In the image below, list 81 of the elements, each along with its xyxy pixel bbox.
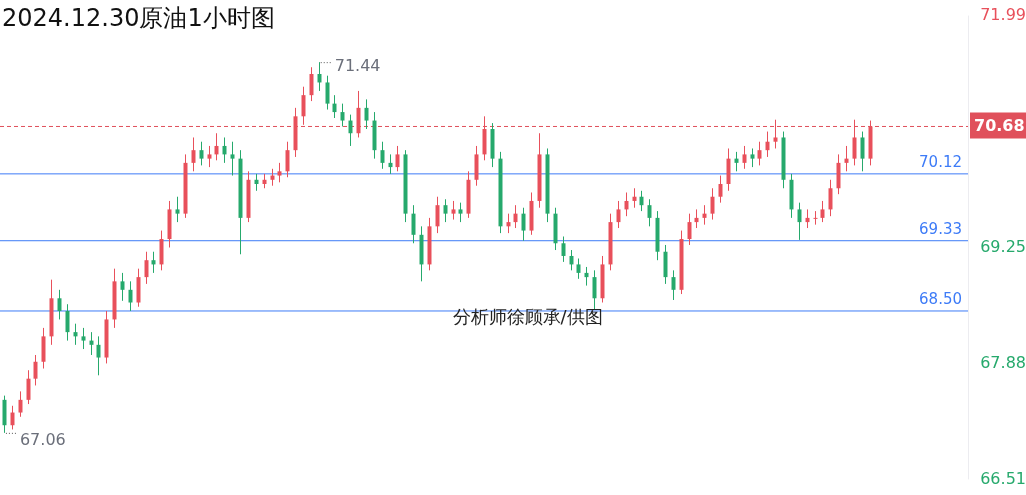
candlestick <box>222 136 227 164</box>
candlestick <box>435 196 440 234</box>
candlestick <box>569 249 574 271</box>
candlestick <box>797 202 802 241</box>
candlestick <box>96 335 101 376</box>
candlestick <box>458 202 463 223</box>
candlestick <box>411 204 416 244</box>
candlestick <box>734 151 739 172</box>
y-tick-label: 71.99 <box>980 4 1026 24</box>
candlestick <box>521 207 526 242</box>
candlestick <box>199 141 204 166</box>
candlestick <box>718 175 723 204</box>
candlestick <box>576 258 581 280</box>
candlestick <box>765 131 770 158</box>
candlestick <box>710 187 715 221</box>
candlestick <box>73 323 78 346</box>
candlestick <box>592 269 597 310</box>
candlestick <box>151 251 156 274</box>
candlestick <box>26 369 31 405</box>
candlestick <box>214 132 219 161</box>
annotation: 71.44 <box>334 56 381 76</box>
candlestick <box>230 141 235 177</box>
ref-line-label: 70.12 <box>919 153 962 172</box>
candlestick <box>702 204 707 226</box>
candlestick <box>506 213 511 234</box>
candlestick <box>120 272 125 302</box>
candlestick <box>671 269 676 301</box>
candlestick <box>639 190 644 212</box>
y-tick-label: 69.25 <box>980 236 1026 256</box>
candlestick <box>285 141 290 178</box>
candlestick <box>89 331 94 356</box>
candlestick <box>624 191 629 217</box>
candlestick <box>81 327 86 350</box>
candlestick <box>820 200 825 223</box>
candlestick <box>325 75 330 111</box>
candlestick <box>175 196 180 223</box>
candlestick <box>616 200 621 229</box>
candlestick <box>584 266 589 287</box>
ref-line-label: 69.33 <box>919 220 962 239</box>
candlestick <box>191 136 196 172</box>
candlestick <box>277 162 282 183</box>
annotation: 67.06 <box>19 430 66 450</box>
candlestick <box>340 103 345 127</box>
candlestick <box>388 153 393 175</box>
candlestick <box>443 198 448 223</box>
candlestick <box>18 390 23 418</box>
candlestick <box>128 280 133 312</box>
candlestick <box>332 94 337 119</box>
annotation: 分析师徐顾承/供图 <box>452 305 603 327</box>
candlestick <box>395 145 400 172</box>
candlestick <box>348 114 353 147</box>
candlestick <box>10 405 15 430</box>
candlestick <box>860 131 865 172</box>
candlestick <box>844 145 849 172</box>
ref-line-label: 70.68 <box>974 115 1025 135</box>
candlestick <box>33 354 38 386</box>
candlestick <box>309 66 314 102</box>
candlestick <box>364 98 369 130</box>
candlestick <box>144 251 149 285</box>
candlestick <box>561 236 566 263</box>
candlestick <box>687 213 692 246</box>
candlestick <box>694 208 699 229</box>
candlestick <box>57 289 62 320</box>
y-tick-label: 67.88 <box>980 352 1026 372</box>
candlestick <box>451 200 456 221</box>
candlestick <box>207 145 212 168</box>
ref-line-label: 68.50 <box>919 290 962 309</box>
chart-title: 2024.12.30原油1小时图 <box>2 3 275 34</box>
candlestick <box>380 141 385 170</box>
candlestick <box>647 198 652 227</box>
candlestick <box>813 210 818 226</box>
candlestick <box>317 61 322 92</box>
candlestick <box>828 179 833 217</box>
candlestick <box>513 204 518 229</box>
candlestick <box>742 145 747 170</box>
y-tick-label: 66.51 <box>980 468 1026 488</box>
candlestick <box>750 147 755 168</box>
candlestick <box>65 303 70 342</box>
candlestick <box>632 187 637 209</box>
candlestick <box>757 141 762 166</box>
candlestick <box>805 208 810 229</box>
